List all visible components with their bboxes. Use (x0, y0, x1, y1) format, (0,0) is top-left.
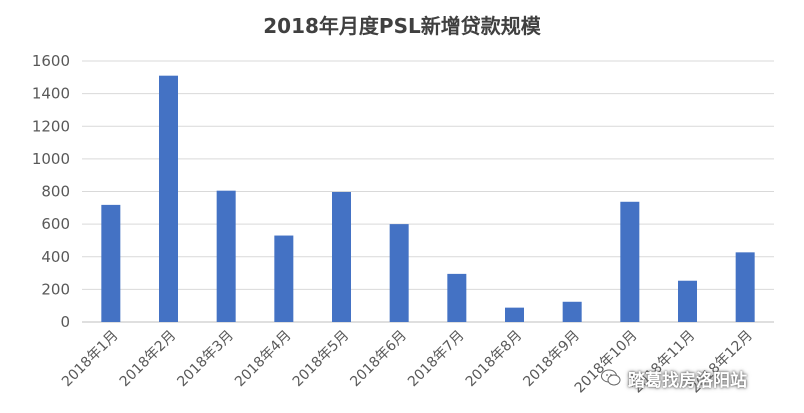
watermark-text: 踏葛找房洛阳站 (628, 370, 747, 391)
x-tick-label: 2018年2月 (117, 328, 180, 391)
wechat-icon (600, 367, 622, 389)
bar (505, 307, 524, 322)
y-tick-label: 1400 (32, 85, 70, 103)
bar (216, 190, 236, 322)
bar (620, 201, 640, 322)
y-tick-label: 600 (41, 215, 70, 233)
gridlines (82, 60, 774, 323)
y-tick-label: 1000 (32, 150, 70, 168)
bar (274, 235, 294, 322)
bar (159, 75, 178, 323)
x-tick-label: 2018年5月 (290, 328, 353, 391)
x-tick-label: 2018年1月 (59, 328, 122, 391)
y-tick-label: 200 (41, 280, 70, 298)
y-tick-label: 1200 (32, 117, 70, 135)
x-tick-label: 2018年3月 (174, 328, 237, 391)
bar (101, 204, 121, 322)
watermark: 踏葛找房洛阳站 (600, 364, 747, 392)
y-tick-label: 800 (41, 183, 70, 201)
y-tick-label: 0 (60, 313, 70, 331)
y-tick-label: 400 (41, 248, 70, 266)
x-tick-label: 2018年7月 (405, 328, 468, 391)
bars (101, 75, 755, 323)
bar (562, 301, 582, 322)
x-tick-label: 2018年4月 (232, 328, 295, 391)
bar (678, 280, 697, 322)
bar (447, 273, 467, 322)
x-tick-label: 2018年9月 (520, 328, 583, 391)
y-axis-ticks: 0 200 400 600 800 1000 1200 1400 1600 (32, 52, 70, 331)
y-tick-label: 1600 (32, 52, 70, 70)
x-tick-label: 2018年8月 (463, 328, 526, 391)
bar (735, 252, 755, 322)
x-tick-label: 2018年6月 (347, 328, 410, 391)
chart-title: 2018年月度PSL新增贷款规模 (263, 14, 541, 38)
bar (389, 224, 409, 322)
bar (332, 191, 351, 322)
